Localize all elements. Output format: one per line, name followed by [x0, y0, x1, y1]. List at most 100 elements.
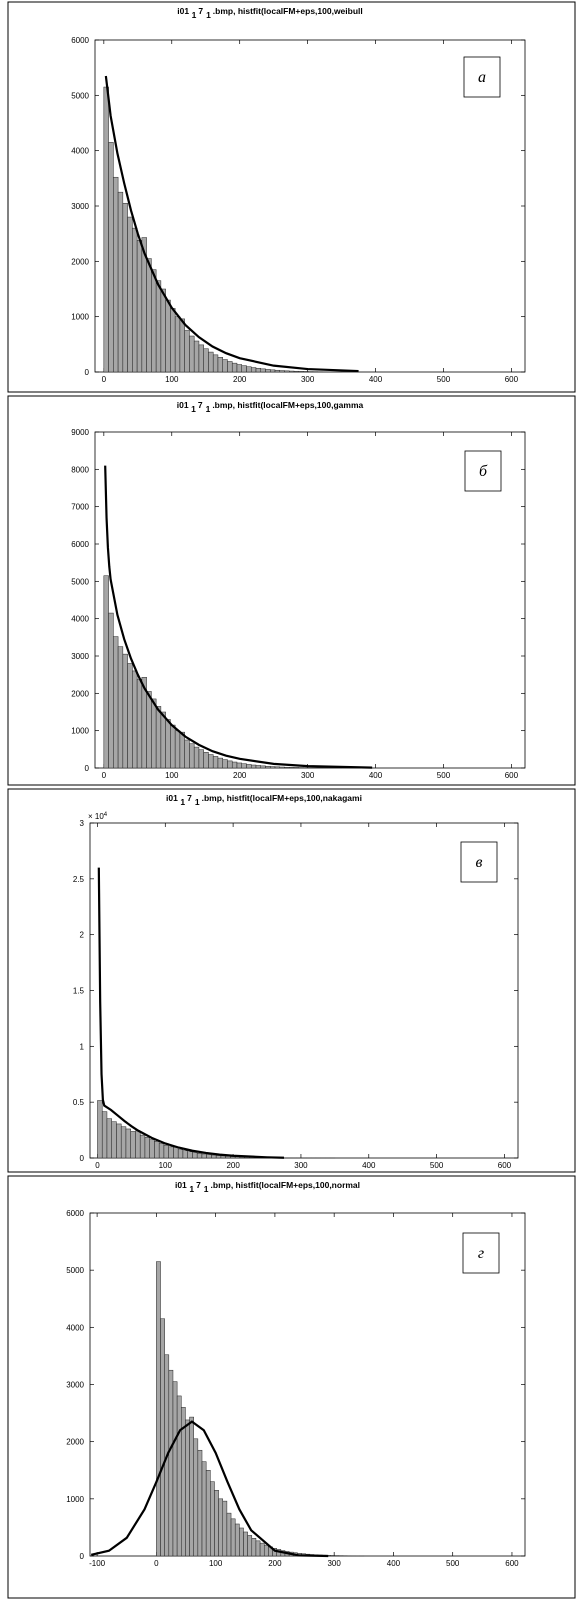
- bar: [179, 318, 185, 373]
- bar: [97, 1100, 103, 1159]
- x-tick-label: 500: [446, 1559, 460, 1568]
- title-part: .bmp, histfit(localFM+eps,100,normal: [211, 1180, 361, 1190]
- bar: [184, 330, 190, 373]
- y-tick-label: 3000: [66, 1381, 84, 1390]
- bar: [239, 1527, 244, 1557]
- title-part: 1: [180, 797, 185, 807]
- bar: [165, 299, 171, 373]
- x-tick-label: 400: [362, 1161, 376, 1170]
- bar: [111, 1121, 117, 1159]
- plot-area: [89, 1212, 526, 1557]
- x-tick-label: 500: [437, 375, 451, 384]
- title-part: 1: [206, 10, 211, 20]
- bar: [160, 1318, 165, 1557]
- bar: [170, 724, 176, 769]
- bar: [146, 691, 152, 769]
- x-tick-label: 0: [95, 1161, 100, 1170]
- x-tick-label: 600: [498, 1161, 512, 1170]
- bar: [234, 1523, 240, 1557]
- bar: [247, 1535, 253, 1557]
- bar: [205, 1470, 211, 1557]
- bar: [168, 1146, 174, 1159]
- bar: [265, 369, 271, 373]
- bar: [251, 1538, 257, 1557]
- bar: [117, 191, 124, 373]
- annotation-box: [463, 56, 501, 98]
- bar: [212, 354, 219, 373]
- bar: [173, 1147, 179, 1159]
- y-tick-label: 6000: [71, 540, 89, 549]
- bar: [155, 706, 162, 769]
- bar: [155, 280, 162, 373]
- bar: [176, 1395, 182, 1557]
- bar: [236, 364, 242, 373]
- annotation: г: [478, 1245, 484, 1262]
- y-tick-label: 7000: [71, 503, 89, 512]
- bar: [279, 370, 285, 373]
- bar: [218, 1498, 224, 1557]
- title-part: i01: [177, 400, 189, 410]
- fit-curve: [97, 867, 285, 1159]
- y-tick-label: 2.5: [73, 875, 85, 884]
- bar: [208, 351, 214, 373]
- fit-curve: [104, 465, 373, 769]
- bar: [108, 612, 114, 769]
- bar: [236, 762, 242, 769]
- bar: [122, 202, 128, 373]
- x-tick-label: 100: [209, 1559, 223, 1568]
- title-part: 1: [192, 10, 197, 20]
- bar: [136, 240, 143, 373]
- title-part: i01: [177, 6, 189, 16]
- y-tick-label: 6000: [66, 1209, 84, 1218]
- bar: [298, 371, 304, 373]
- bar: [255, 765, 262, 769]
- bar: [241, 763, 247, 769]
- bar: [151, 269, 157, 373]
- bar: [289, 767, 295, 769]
- bar: [187, 1151, 193, 1159]
- bar: [260, 765, 266, 769]
- fit-curve: [104, 75, 359, 373]
- fit-curve: [90, 1420, 329, 1558]
- bar: [231, 761, 238, 769]
- panel: i01 1 7 1 .bmp, histfit(localFM+eps,100,norm…: [7, 1175, 576, 1599]
- bar: [211, 1154, 217, 1159]
- y-tick-label: 4000: [71, 147, 89, 156]
- bar: [289, 370, 295, 373]
- bar: [174, 730, 181, 769]
- x-tick-label: 400: [369, 375, 383, 384]
- bar: [201, 1461, 207, 1557]
- y-tick-label: 4000: [66, 1323, 84, 1332]
- title-part: 1: [191, 404, 196, 414]
- y-tick-label: 1000: [66, 1495, 84, 1504]
- y-tick-label: 0: [80, 1552, 85, 1561]
- bar: [250, 764, 257, 769]
- x-tick-label: 100: [165, 771, 179, 780]
- x-tick-label: 200: [268, 1559, 282, 1568]
- annotation-box: [460, 841, 498, 883]
- title-part: 7: [198, 400, 203, 410]
- bar: [284, 766, 290, 769]
- title-part: i01: [175, 1180, 187, 1190]
- bar: [125, 1128, 131, 1159]
- bar: [227, 760, 233, 769]
- chart-title: i01 1 7 1 .bmp, histfit(localFM+eps,100,weib…: [177, 6, 363, 20]
- y-tick-label: 9000: [71, 428, 89, 437]
- y-tick-label: 1000: [71, 313, 89, 322]
- bar: [241, 365, 247, 373]
- y-tick-label: 5000: [66, 1266, 84, 1275]
- bar: [160, 711, 166, 769]
- x-tick-label: 300: [301, 375, 315, 384]
- bar: [116, 1123, 122, 1159]
- bar: [179, 731, 185, 769]
- bar: [170, 308, 176, 373]
- bar: [203, 752, 209, 769]
- y-tick-label: 1.5: [73, 987, 85, 996]
- title-part: 1: [206, 404, 211, 414]
- y-tick-label: 8000: [71, 465, 89, 474]
- annotation: б: [479, 463, 488, 480]
- y-tick-label: 2: [80, 931, 85, 940]
- bar: [144, 1137, 150, 1159]
- y-tick-label: 5000: [71, 577, 89, 586]
